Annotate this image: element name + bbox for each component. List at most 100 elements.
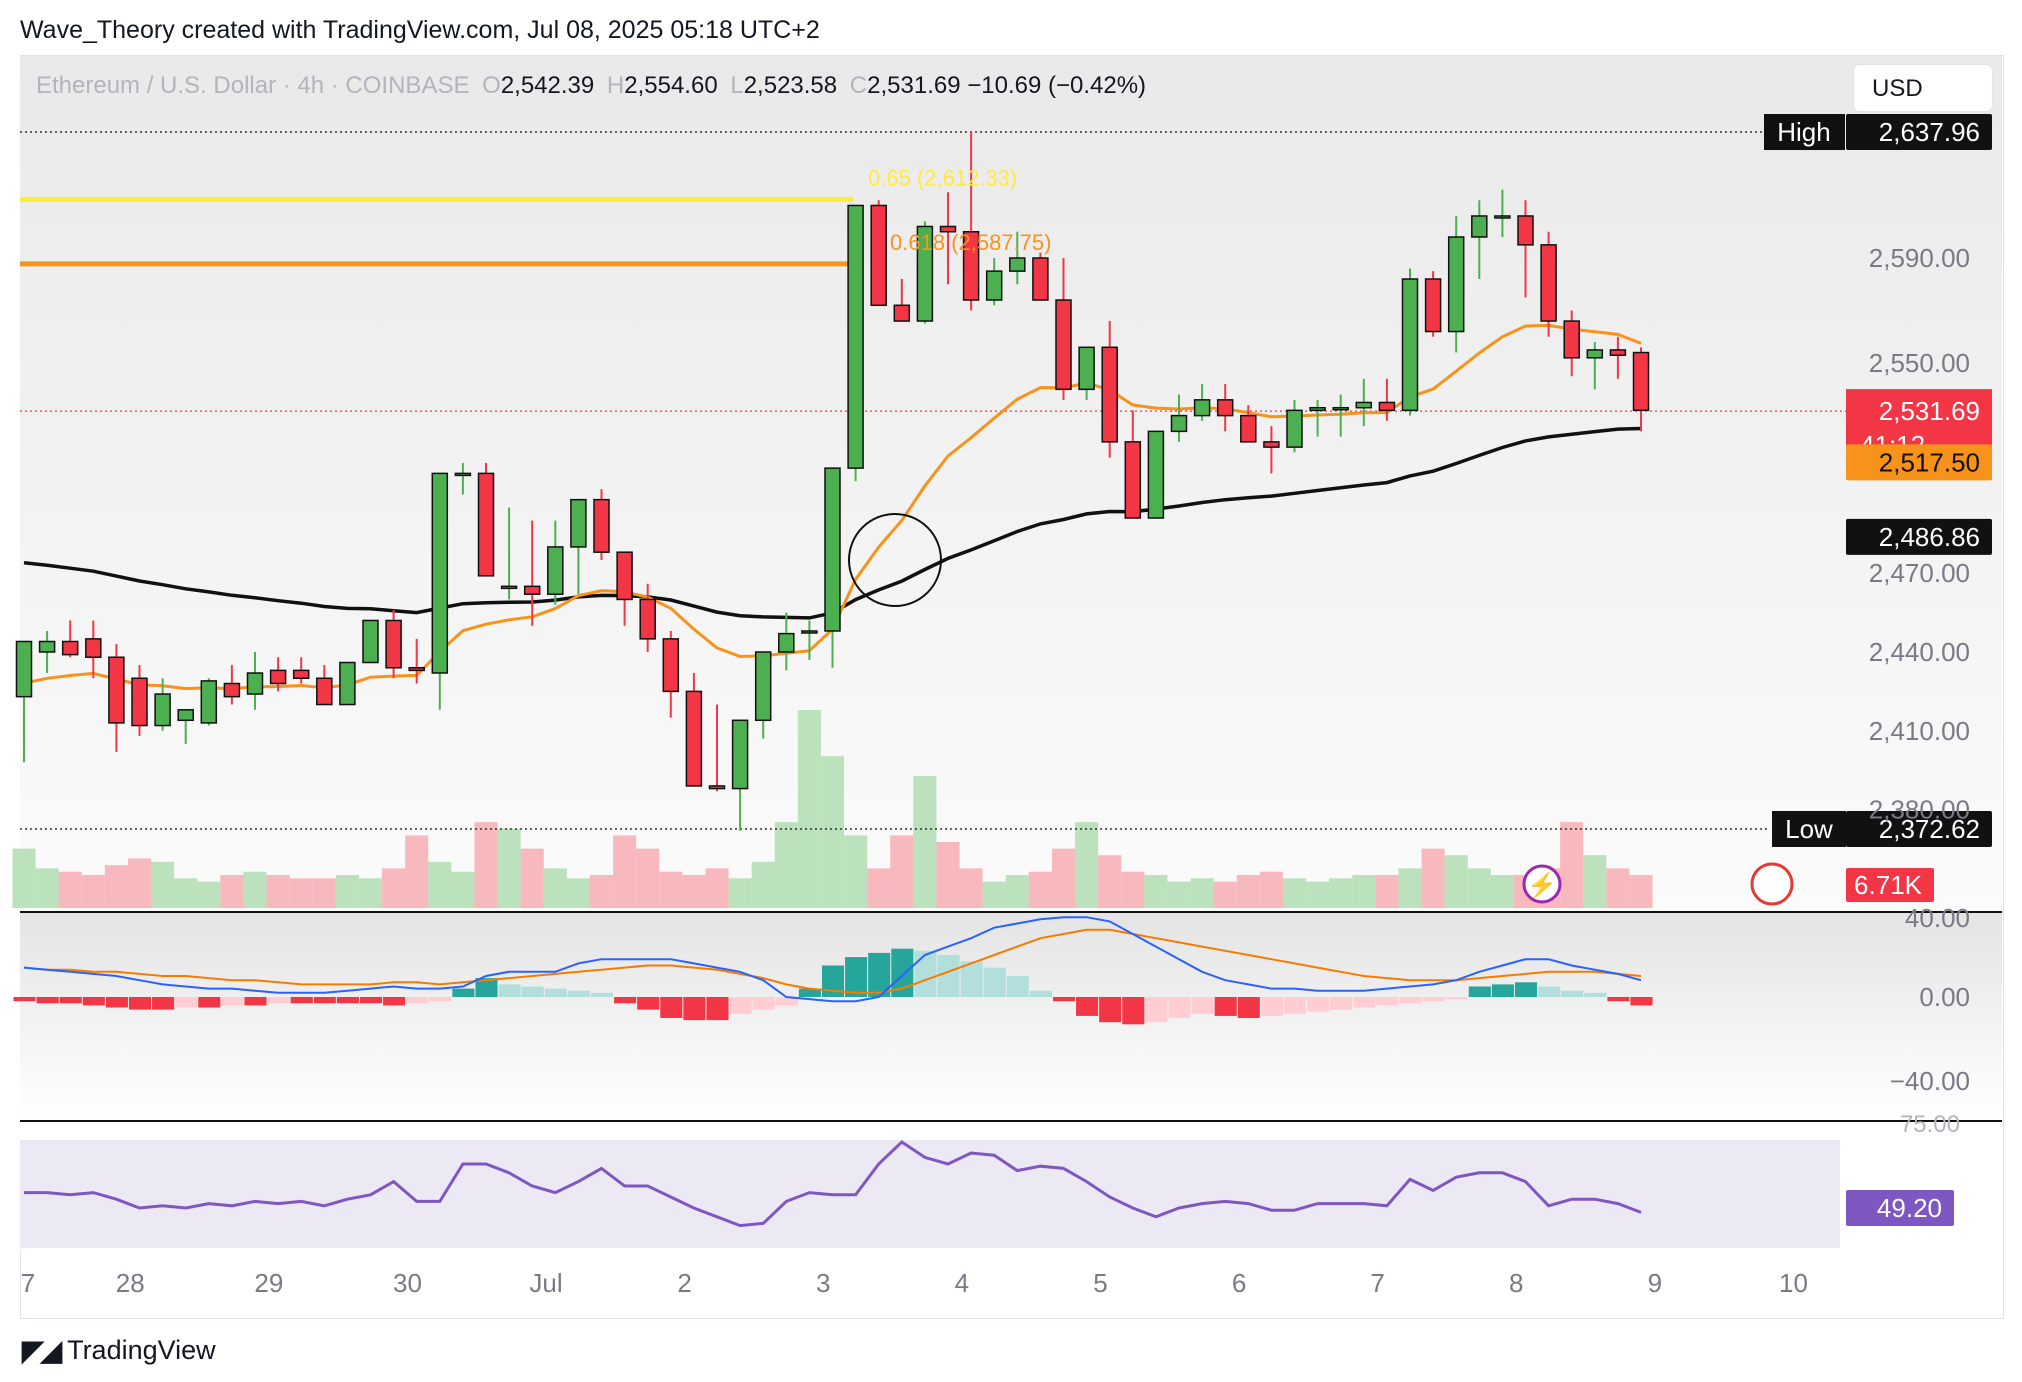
candle-body [1355, 401, 1373, 409]
volume-bar [1629, 875, 1653, 908]
macd-hist-bar [1076, 997, 1099, 1016]
candle-body [685, 690, 703, 787]
macd-hist-bar [1191, 997, 1214, 1014]
volume-bar [890, 835, 914, 908]
legend-high: 2,554.60 [624, 72, 718, 99]
time-tick-label: 29 [254, 1268, 283, 1298]
ema-long-value: 2,486.86 [1879, 522, 1980, 552]
low-value: 2,372.62 [1879, 814, 1980, 844]
volume-bar [797, 710, 821, 908]
candle-body [385, 619, 402, 669]
macd-hist-bar [105, 997, 128, 1008]
volume-bar [382, 868, 406, 908]
candle-body [731, 719, 749, 790]
candle-body [916, 225, 934, 322]
candle-body [962, 230, 980, 301]
macd-hist-bar [1283, 997, 1307, 1014]
macd-hist-bar [1122, 997, 1145, 1025]
candle-body [15, 640, 33, 698]
volume-bar [1236, 875, 1260, 908]
candle-body [1401, 278, 1419, 412]
time-tick-label: 7 [1370, 1268, 1384, 1298]
candle-body [639, 598, 656, 640]
high-value: 2,637.96 [1879, 117, 1980, 147]
volume-bar [1329, 878, 1353, 908]
candle-body [1193, 399, 1211, 417]
candle-body [431, 472, 449, 674]
candle-body [754, 651, 772, 722]
candle-body [616, 551, 633, 601]
volume-bar [1398, 868, 1422, 908]
macd-hist-bar [1214, 997, 1237, 1016]
time-tick-label: 10 [1779, 1268, 1808, 1298]
time-tick-label: 4 [955, 1268, 969, 1298]
volume-bar [497, 828, 521, 908]
volume-bar [451, 871, 475, 908]
volume-bar [1306, 881, 1330, 908]
macd-hist-bar [1538, 986, 1561, 997]
macd-hist-bar [1006, 976, 1029, 997]
macd-hist-bar [244, 997, 267, 1006]
volume-bar [636, 848, 660, 908]
volume-bar [405, 835, 429, 908]
candle-body [500, 585, 518, 590]
volume-bar [1352, 875, 1376, 908]
price-tick-label: 2,440.00 [1869, 637, 1970, 667]
currency-button[interactable]: USD [1853, 64, 1993, 112]
volume-bar [1098, 855, 1122, 908]
high-label-bg [1764, 114, 1845, 151]
low-value-bg [1846, 810, 1992, 847]
candle-body [269, 669, 287, 685]
volume-bar [312, 878, 336, 908]
candle-body [1632, 351, 1650, 412]
volume-bar [520, 848, 544, 908]
macd-hist-bar [175, 997, 198, 1008]
fib-level-label: 0.65 (2,612.33) [868, 165, 1017, 190]
volume-bar [104, 865, 128, 908]
candle-body [1286, 409, 1303, 448]
volume-bar [1444, 855, 1468, 908]
macd-hist-bar [914, 950, 937, 997]
time-tick-label: 28 [116, 1268, 145, 1298]
candle-body [177, 709, 194, 722]
volume-bar [613, 835, 637, 908]
candle-body [939, 225, 957, 233]
candle-body [38, 640, 56, 653]
macd-pane-bg [20, 913, 2002, 1120]
macd-hist-bar [290, 997, 313, 1004]
macd-hist-bar [1584, 992, 1607, 997]
macd-tick-label: −40.00 [1890, 1066, 1970, 1096]
candle-body [316, 677, 333, 706]
macd-hist-bar [868, 952, 891, 997]
candle-body [154, 693, 171, 727]
volume-bar [751, 861, 775, 908]
time-tick-label: 2 [677, 1268, 691, 1298]
candle-body [85, 638, 102, 659]
candle-body [570, 498, 587, 548]
price-tick-label: 2,590.00 [1869, 243, 1970, 273]
chart-credit: Wave_Theory created with TradingView.com… [20, 16, 820, 44]
legend-open: 2,542.39 [500, 72, 595, 99]
tradingview-logo[interactable]: ◤◢ TradingView [22, 1334, 216, 1367]
volume-bar [1051, 848, 1076, 908]
volume-bar [1005, 875, 1029, 908]
candle-body [292, 669, 310, 680]
price-tick-label: 2,550.00 [1869, 348, 1970, 378]
time-tick-label: 8 [1509, 1268, 1523, 1298]
macd-hist-bar [1330, 997, 1353, 1010]
symbol-legend: Ethereum / U.S. Dollar · 4h · COINBASE O… [36, 72, 1146, 100]
rsi-tick-label: 75.00 [1900, 1111, 1960, 1138]
volume-bar [58, 871, 82, 908]
volume-bar [335, 875, 359, 908]
macd-hist-bar [429, 997, 452, 1002]
volume-bar [728, 878, 752, 908]
volume-bar [1075, 822, 1099, 908]
volume-bar [127, 858, 152, 908]
tradingview-brand: TradingView [67, 1335, 216, 1365]
candle-body [1447, 236, 1465, 333]
candle-body [1332, 406, 1349, 411]
macd-hist-bar [221, 997, 244, 1006]
candle-body [708, 785, 726, 790]
candle-body [1563, 320, 1580, 359]
